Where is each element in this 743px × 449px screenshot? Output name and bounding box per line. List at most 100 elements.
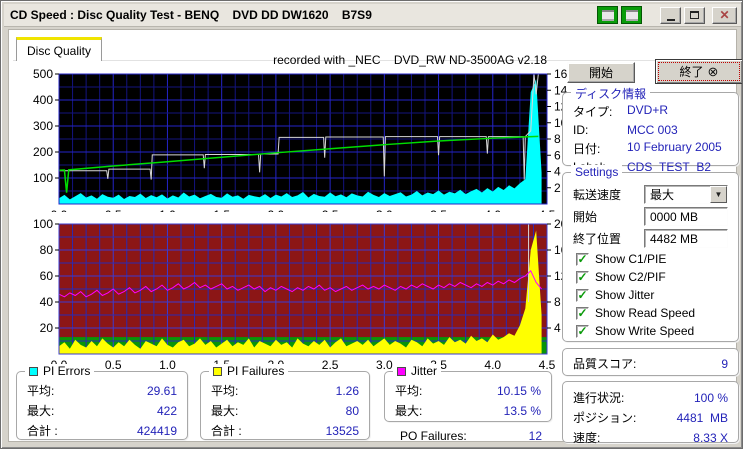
transfer-speed-row: 転送速度 最大 ▼ — [563, 185, 738, 204]
progress-label: 進行状況: — [573, 391, 625, 405]
svg-text:300: 300 — [33, 119, 53, 133]
stat-label: 平均: — [211, 384, 239, 398]
position-value: 4481 MB — [676, 410, 728, 425]
checkbox-show-c2-pif[interactable]: ✓ Show C2/PIF — [563, 270, 738, 284]
pi-failures-legend-swatch — [213, 366, 222, 376]
drive-icon[interactable] — [621, 6, 642, 24]
speed-label: 速度: — [573, 431, 601, 445]
end-position-input[interactable]: 4482 MB — [644, 229, 728, 248]
checkbox-label: Show Write Speed — [595, 324, 695, 338]
stat-row: 平均: 29.61 — [17, 382, 187, 399]
checkmark-icon: ✓ — [577, 323, 588, 338]
disc-info-title: ディスク情報 — [571, 85, 651, 102]
row-value: CDS_TEST_B2 — [627, 160, 712, 174]
svg-text:1.0: 1.0 — [159, 358, 176, 372]
exit-button[interactable]: 終了 ⊗ — [655, 59, 742, 84]
po-failures-label: PO Failures: — [400, 429, 467, 443]
jitter-group-title: Jitter — [393, 364, 442, 378]
power-icon: ⊗ — [707, 64, 719, 79]
po-failures-value: 12 — [528, 429, 542, 443]
transfer-speed-select[interactable]: 最大 ▼ — [644, 185, 728, 204]
minimize-icon — [666, 18, 675, 21]
svg-text:8: 8 — [554, 295, 561, 309]
minimize-button[interactable] — [660, 6, 681, 24]
jitter-pi-failures-chart: 20406080100481216200.00.51.01.52.02.53.0… — [33, 217, 568, 372]
settings-title: Settings — [571, 165, 623, 179]
title-bar[interactable]: CD Speed : Disc Quality Test - BENQ DVD … — [4, 4, 741, 27]
checkmark-icon: ✓ — [577, 269, 588, 284]
client-area: Disc Quality recorded with _NEC DVD_RW N… — [8, 29, 742, 445]
svg-text:20: 20 — [40, 321, 54, 335]
settings-group: Settings 転送速度 最大 ▼ 開始 0000 MB 終了位置 4482 … — [562, 165, 739, 342]
svg-text:500: 500 — [33, 67, 53, 81]
quality-score-label: 品質スコア: — [573, 357, 637, 371]
svg-text:0.0: 0.0 — [51, 208, 68, 212]
stat-label: 平均: — [27, 384, 55, 398]
start-button-label: 開始 — [588, 66, 613, 80]
position-label: ポジション: — [573, 411, 637, 425]
checkmark-icon: ✓ — [577, 305, 588, 320]
transfer-speed-label: 転送速度 — [573, 188, 622, 202]
checkbox-box: ✓ — [576, 269, 589, 284]
pi-failures-group-title: PI Failures — [209, 364, 289, 378]
stat-value: 424419 — [136, 423, 177, 438]
svg-text:2.5: 2.5 — [322, 208, 339, 212]
svg-text:4.5: 4.5 — [539, 208, 556, 212]
svg-text:4.0: 4.0 — [484, 358, 501, 372]
row-label: 日付: — [573, 142, 601, 156]
checkbox-show-read-speed[interactable]: ✓ Show Read Speed — [563, 306, 738, 320]
stat-value: 13525 — [325, 423, 359, 438]
quality-score-value: 9 — [721, 356, 728, 371]
svg-text:2.5: 2.5 — [322, 358, 339, 372]
pi-errors-speed-chart: 1002003004005002468101214160.00.51.01.52… — [33, 67, 568, 212]
svg-text:400: 400 — [33, 93, 53, 107]
chevron-down-icon[interactable]: ▼ — [710, 186, 727, 203]
stat-label: 最大: — [27, 404, 55, 418]
stat-row: 最大: 422 — [17, 402, 187, 419]
svg-text:2: 2 — [554, 181, 561, 195]
disc-info-row-date: 日付: 10 February 2005 — [563, 140, 738, 157]
start-position-value: 0000 MB — [650, 209, 699, 224]
checkbox-show-jitter[interactable]: ✓ Show Jitter — [563, 288, 738, 302]
checkbox-show-write-speed[interactable]: ✓ Show Write Speed — [563, 324, 738, 338]
svg-text:3.0: 3.0 — [376, 208, 393, 212]
svg-text:4.0: 4.0 — [484, 208, 501, 212]
exit-button-label: 終了 — [679, 65, 704, 79]
svg-text:3.5: 3.5 — [430, 208, 447, 212]
start-position-input[interactable]: 0000 MB — [644, 207, 728, 226]
tab-divider — [13, 60, 733, 61]
stat-value: 1.26 — [335, 383, 359, 398]
stat-row: 最大: 80 — [201, 402, 369, 419]
maximize-button[interactable] — [684, 6, 705, 24]
po-failures-row: PO Failures: 12 — [390, 429, 552, 443]
checkbox-box: ✓ — [576, 323, 589, 338]
window-title: CD Speed : Disc Quality Test - BENQ DVD … — [10, 8, 372, 22]
checkbox-label: Show Jitter — [595, 288, 655, 302]
transfer-speed-value: 最大 — [650, 188, 675, 202]
checkbox-box: ✓ — [576, 305, 589, 320]
row-value: 10 February 2005 — [627, 140, 722, 154]
tab-disc-quality[interactable]: Disc Quality — [16, 37, 102, 61]
jitter-title: Jitter — [411, 364, 438, 378]
close-button[interactable]: ✕ — [712, 6, 737, 24]
pi-errors-group-title: PI Errors — [25, 364, 95, 378]
svg-text:0.5: 0.5 — [105, 358, 122, 372]
row-label: ID: — [573, 123, 589, 137]
stat-row: 最大: 13.5 % — [385, 402, 551, 419]
stat-label: 合計 : — [211, 424, 242, 438]
checkmark-icon: ✓ — [577, 287, 588, 302]
stat-row: 合計 : 424419 — [17, 422, 187, 439]
svg-text:100: 100 — [33, 217, 53, 231]
start-button[interactable]: 開始 — [567, 62, 635, 83]
jitter-legend-swatch — [397, 366, 406, 376]
disc-info-row-type: タイプ: DVD+R — [563, 103, 738, 120]
checkbox-box: ✓ — [576, 287, 589, 302]
svg-text:80: 80 — [40, 243, 54, 257]
checkbox-show-c1-pie[interactable]: ✓ Show C1/PIE — [563, 252, 738, 266]
stat-value: 10.15 % — [496, 383, 541, 398]
report-icon[interactable] — [597, 6, 618, 24]
tab-label: Disc Quality — [26, 43, 91, 58]
pi-errors-group: PI Errors 平均: 29.61 最大: 422 合計 : 424419 — [16, 364, 188, 440]
checkbox-label: Show C2/PIF — [595, 270, 666, 284]
stat-row: 平均: 1.26 — [201, 382, 369, 399]
